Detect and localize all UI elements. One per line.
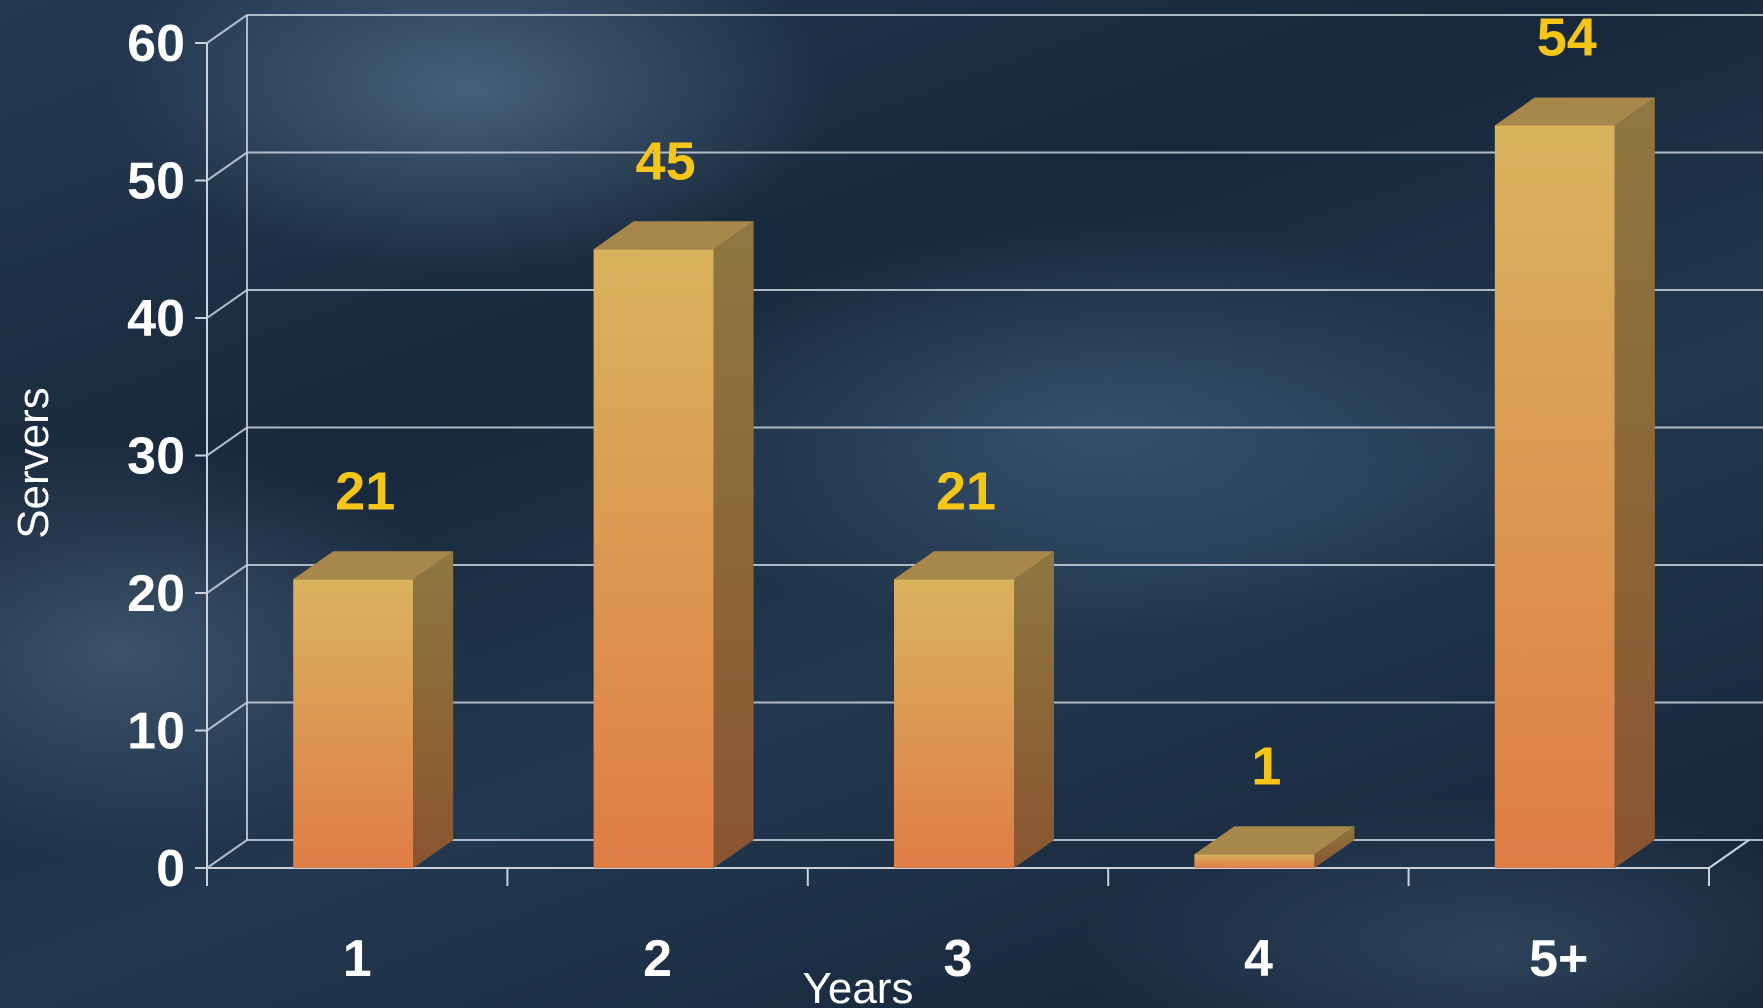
bar-side bbox=[1314, 826, 1355, 868]
bar-top bbox=[894, 551, 1054, 580]
bar-group bbox=[1194, 826, 1355, 868]
x-tick-label: 4 bbox=[1244, 930, 1273, 988]
y-tick-label: 60 bbox=[127, 15, 185, 73]
bar-top bbox=[1194, 826, 1355, 855]
data-label: 21 bbox=[335, 461, 395, 521]
bar-top bbox=[293, 551, 454, 580]
y-tick-label: 20 bbox=[127, 565, 185, 623]
bar-group bbox=[293, 551, 454, 868]
y-tick-label: 0 bbox=[156, 840, 185, 898]
y-tick-label: 10 bbox=[127, 703, 185, 761]
bar bbox=[1194, 854, 1315, 868]
bar-side bbox=[413, 551, 454, 868]
gridline-depth bbox=[206, 839, 248, 869]
bar-top bbox=[1494, 97, 1655, 126]
y-axis-title: Servers bbox=[9, 387, 58, 539]
bar bbox=[1494, 125, 1615, 868]
floor-edge bbox=[1708, 839, 1750, 869]
gridline-depth bbox=[206, 426, 248, 457]
bar bbox=[293, 579, 414, 868]
data-label: 21 bbox=[936, 461, 996, 521]
bar-side bbox=[1014, 551, 1054, 868]
data-label: 54 bbox=[1537, 8, 1597, 68]
bar bbox=[593, 249, 714, 868]
x-tick-label: 1 bbox=[343, 930, 372, 988]
data-label: 1 bbox=[1251, 736, 1281, 796]
x-tick-label: 2 bbox=[643, 930, 672, 988]
gridline-depth bbox=[206, 564, 248, 594]
x-tick-label: 5+ bbox=[1529, 930, 1588, 988]
bar bbox=[894, 579, 1014, 868]
bar-top bbox=[593, 221, 754, 250]
y-tick-label: 40 bbox=[127, 290, 185, 348]
gridline-depth bbox=[206, 289, 248, 319]
y-tick-label: 30 bbox=[127, 428, 185, 486]
gridline-depth bbox=[206, 14, 248, 44]
gridline-depth bbox=[206, 701, 248, 732]
labels: 0 10 20 30 40 50 60 21 1 45 2 21 3 1 4 54 5+ bbox=[127, 8, 1597, 989]
bars bbox=[293, 97, 1655, 868]
gridline-depth bbox=[206, 151, 248, 182]
bar-group bbox=[894, 551, 1054, 868]
x-tick-label: 3 bbox=[944, 930, 973, 988]
data-label: 45 bbox=[636, 131, 696, 191]
x-axis-title: Years bbox=[803, 964, 914, 1008]
y-tick-label: 50 bbox=[127, 153, 185, 211]
bar-group bbox=[1494, 97, 1655, 868]
bar-group bbox=[593, 221, 754, 868]
bar-side bbox=[713, 221, 754, 868]
bar-side bbox=[1614, 97, 1655, 868]
